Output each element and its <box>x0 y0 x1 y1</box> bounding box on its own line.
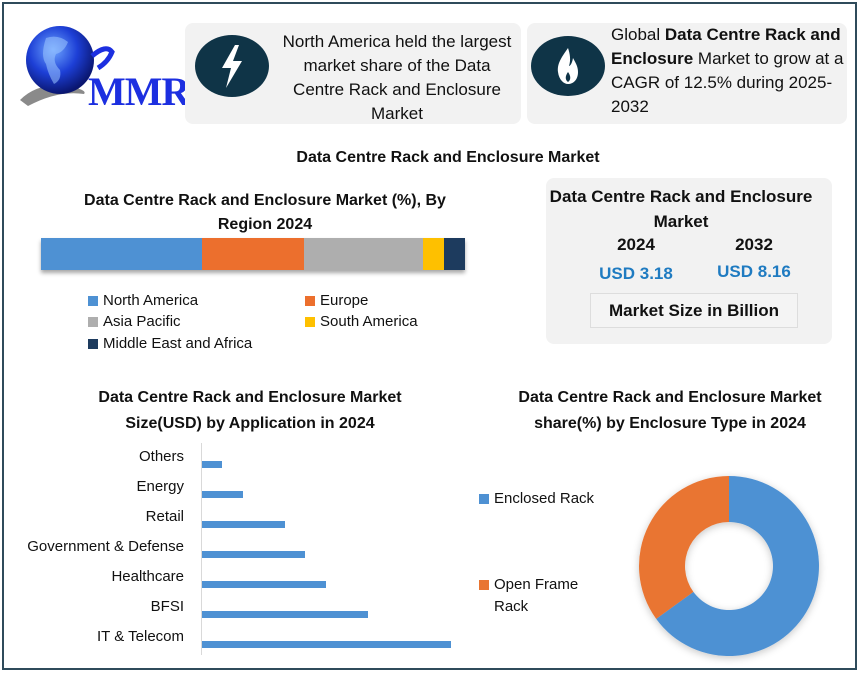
bar-retail <box>202 521 286 528</box>
legend-swatch <box>305 295 315 306</box>
legend-swatch <box>88 338 98 349</box>
highlight-text-bold: Data Centre Rack and Enclosure <box>611 25 841 68</box>
category-label: Energy <box>136 478 184 495</box>
legend-label: Enclosed Rack <box>494 490 595 507</box>
legend-label: Asia Pacific <box>103 313 181 330</box>
bar-energy <box>202 491 244 498</box>
bar-healthcare <box>202 581 326 588</box>
legend-label: South America <box>320 313 418 330</box>
legend-label: Europe <box>320 292 369 309</box>
lightning-bolt-icon <box>195 35 269 97</box>
bar-bfsi <box>202 611 369 618</box>
enclosure-chart-title: Data Centre Rack and Enclosure Market sh… <box>518 389 822 432</box>
logo-text: MMR <box>88 69 190 114</box>
highlight-card-cagr: Global Data Centre Rack and Enclosure Ma… <box>527 23 847 124</box>
application-chart-title: Data Centre Rack and Enclosure Market Si… <box>98 389 402 432</box>
donut-slice-enclosed-rack <box>656 476 819 656</box>
legend-item: Europe <box>305 292 368 309</box>
application-chart-axis <box>201 443 202 655</box>
legend-item: Asia Pacific <box>88 313 181 330</box>
category-label: Government & Defense <box>27 538 184 555</box>
highlight-text-pre: Global <box>611 25 665 44</box>
value-2024: USD 3.18 <box>599 264 673 283</box>
region-segment-asia-pacific <box>303 238 423 270</box>
bar-it-telecom <box>202 641 451 648</box>
legend-item: Middle East and Africa <box>88 335 252 352</box>
region-segment-middle-east-and-africa <box>443 238 465 270</box>
legend-item: North America <box>88 292 198 309</box>
category-label: Healthcare <box>111 568 184 585</box>
enclosure-legend: Enclosed Rack Open Frame Rack <box>479 488 619 628</box>
legend-item: Enclosed Rack <box>479 488 619 510</box>
year-2024: 2024 <box>617 235 655 254</box>
main-title: Data Centre Rack and Enclosure Market <box>296 149 600 166</box>
legend-swatch <box>479 580 489 590</box>
enclosure-donut <box>639 476 819 656</box>
highlight-text-post: Market to grow at a CAGR of 12.5% during… <box>611 49 844 116</box>
globe-logo-icon <box>20 26 115 106</box>
legend-label: Middle East and Africa <box>103 335 253 352</box>
legend-label: North America <box>103 292 199 309</box>
region-stacked-bar <box>41 238 465 270</box>
bar-government-defense <box>202 551 306 558</box>
legend-item: Open Frame Rack <box>479 574 597 618</box>
highlight-text: Global Data Centre Rack and Enclosure Ma… <box>611 23 847 119</box>
value-2032: USD 8.16 <box>717 262 791 281</box>
highlight-card-north-america: North America held the largest market sh… <box>185 23 521 124</box>
region-segment-north-america <box>41 238 203 270</box>
region-legend: North America Europe Asia Pacific South Ame… <box>88 292 448 356</box>
category-label: IT & Telecom <box>97 628 184 645</box>
legend-swatch <box>479 494 489 504</box>
bar-others <box>202 461 222 468</box>
application-chart: Others Energy Retail Government & Defense He… <box>0 443 470 655</box>
category-label: Retail <box>145 508 184 525</box>
market-size-unit-label: Market Size in Billion <box>590 293 798 328</box>
region-segment-europe <box>202 238 304 270</box>
region-segment-south-america <box>422 238 444 270</box>
highlight-text: North America held the largest market sh… <box>282 32 512 123</box>
market-size-card: Data Centre Rack and Enclosure Market 20… <box>546 178 832 344</box>
mmr-logo: MMR <box>18 20 190 120</box>
legend-swatch <box>305 316 315 327</box>
donut-slice-open-frame-rack <box>639 476 729 619</box>
year-2032: 2032 <box>735 235 773 254</box>
flame-icon <box>531 36 605 96</box>
legend-label: Open Frame Rack <box>494 576 579 615</box>
category-label: BFSI <box>150 598 184 615</box>
legend-swatch <box>88 316 98 327</box>
market-size-title: Data Centre Rack and Enclosure Market <box>549 187 813 231</box>
legend-swatch <box>88 295 98 306</box>
category-label: Others <box>138 448 184 465</box>
legend-item: South America <box>305 313 418 330</box>
region-chart-title: Data Centre Rack and Enclosure Market (%… <box>84 192 446 233</box>
